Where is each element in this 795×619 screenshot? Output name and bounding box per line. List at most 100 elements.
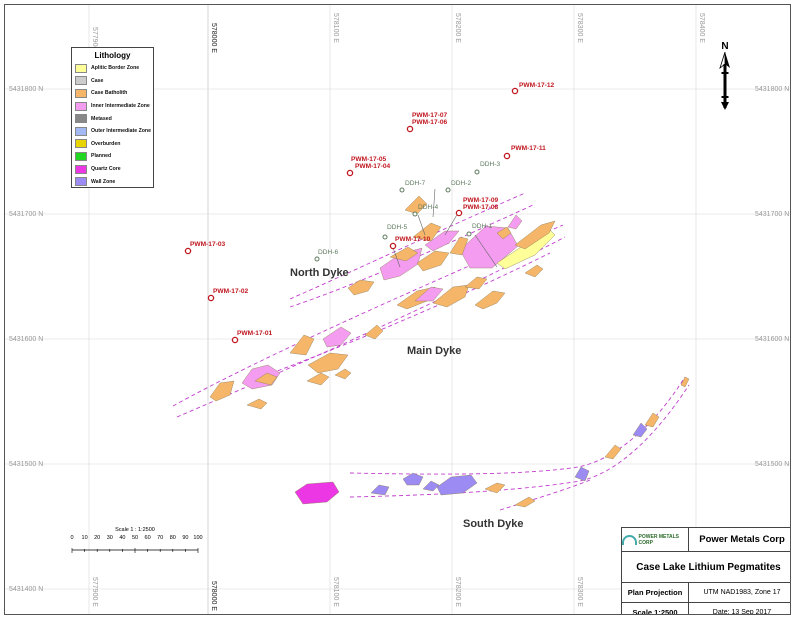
scale-tick: 10 [81, 535, 88, 541]
north-dyke-outline [289, 192, 526, 300]
drill-hole-label: PWM-17-03 [190, 241, 226, 248]
case-batholith-body [416, 250, 450, 272]
drill-hole-labels: PWM-17-12 PWM-17-07 PWM-17-06 PWM-17-11 … [190, 82, 555, 337]
case-batholith-body [412, 222, 442, 242]
ddh-label: DDH-7 [405, 180, 425, 187]
legend-label: Metased [91, 115, 112, 122]
y-label-right: 5431600 N [755, 336, 789, 343]
y-label-right: 5431700 N [755, 211, 789, 218]
scale-tick: 90 [182, 535, 189, 541]
legend-label: Case Batholith [91, 90, 128, 97]
legend-swatch [75, 126, 87, 136]
drill-hole-label: PWM-17-06 [412, 119, 448, 126]
legend-swatch [75, 101, 87, 111]
case-batholith-body [306, 372, 330, 386]
wall-zone-body [370, 484, 390, 496]
scale-tick: 60 [144, 535, 151, 541]
legend-label: Aplitic Border Zone [91, 65, 140, 72]
case-batholith-body [364, 324, 384, 340]
scale-ticks: 0 10 20 30 40 50 60 70 80 90 100 [65, 535, 205, 545]
drill-traces [391, 188, 498, 268]
legend-label: Outer Intermediate Zone [91, 128, 151, 135]
legend-item: Aplitic Border Zone [72, 62, 153, 75]
case-batholith-body [524, 264, 544, 278]
legend-swatch [75, 76, 87, 86]
case-batholith-body [496, 226, 512, 240]
case-batholith-body [246, 398, 268, 410]
scale-ruler [71, 548, 199, 553]
ddh-labels: DDH-3 DDH-7 DDH-2 DDH-4 DDH-5 DDH-1 DDH-… [318, 161, 500, 256]
x-label-top: 578300 E [576, 13, 583, 43]
legend-item: Overburden [72, 138, 153, 151]
wall-zone-body [632, 422, 648, 438]
geology-map: 577900 E 578000 E 578100 E 578200 E 5783… [5, 5, 790, 614]
wall-zone-body [574, 466, 590, 482]
drill-hole-label: PWM-17-07 [412, 112, 448, 119]
legend-swatch [75, 139, 87, 149]
case-batholith-body [289, 334, 315, 356]
case-batholith-body [484, 482, 506, 494]
drill-hole-label: PWM-17-02 [213, 288, 249, 295]
x-label-bottom: 578000 E [210, 581, 217, 611]
main-dyke-label: Main Dyke [407, 345, 461, 357]
south-dyke-outline [499, 479, 591, 511]
legend-item: Inner Intermediate Zone [72, 100, 153, 113]
drill-hole-label: PWM-17-05 [351, 156, 387, 163]
north-label: N [721, 41, 729, 52]
legend-swatch [75, 63, 87, 73]
title-block: POWER METALS CORP Power Metals Corp Case… [621, 527, 790, 614]
map-frame: 577900 E 578000 E 578100 E 578200 E 5783… [4, 4, 791, 615]
case-batholith-body [464, 276, 488, 290]
pegmatite-bodies [209, 195, 690, 508]
legend-swatch [75, 164, 87, 174]
ddh-label: DDH-1 [472, 223, 492, 230]
scale-tick: 0 [70, 535, 74, 541]
ddh-marker [412, 211, 418, 217]
company-name: Power Metals Corp [699, 534, 785, 545]
case-batholith-body [644, 412, 660, 428]
legend-label: Planned [91, 153, 112, 160]
drill-hole-marker [346, 169, 354, 177]
legend-label: Case [91, 77, 104, 84]
x-label-top: 578000 E [210, 23, 217, 53]
drill-hole-label: PWM-17-01 [237, 330, 273, 337]
drill-hole-marker [503, 152, 511, 160]
inner-intermediate-body [424, 230, 460, 252]
case-batholith-body [307, 352, 349, 374]
logo-text: POWER METALS CORP [638, 533, 680, 546]
legend-title: Lithology [94, 51, 131, 60]
north-dyke-label: North Dyke [290, 267, 349, 279]
drill-hole-marker [184, 247, 192, 255]
north-arrow: N [717, 41, 733, 111]
drill-hole-marker [455, 209, 463, 217]
drill-hole-marker [389, 242, 397, 250]
drill-hole-label: PWM-17-09 [463, 197, 499, 204]
ddh-label: DDH-4 [418, 204, 438, 211]
drill-hole-markers [184, 87, 519, 344]
legend-label: Wall Zone [91, 178, 116, 185]
scale-label: Scale 1:2500 [622, 603, 689, 614]
ddh-marker [445, 187, 451, 193]
ddh-marker [314, 256, 320, 262]
scale-tick: 40 [119, 535, 126, 541]
y-label-left: 5431500 N [9, 461, 43, 468]
y-label-left: 5431800 N [9, 86, 43, 93]
drill-hole-marker [231, 336, 239, 344]
case-batholith-body [254, 372, 278, 386]
quartz-core-body [294, 481, 340, 505]
scale-tick: 70 [157, 535, 164, 541]
legend-label: Inner Intermediate Zone [91, 103, 150, 110]
drill-hole-label: PWM-17-12 [519, 82, 555, 89]
drill-hole-label: PWM-17-08 [463, 204, 499, 211]
x-label-bottom: 578300 E [576, 577, 583, 607]
south-dyke-outline [349, 384, 690, 498]
x-label-top: 578400 E [698, 13, 705, 43]
y-label-left: 5431700 N [9, 211, 43, 218]
legend-item: Case Batholith [72, 87, 153, 100]
legend-swatch [75, 88, 87, 98]
legend-swatch [75, 177, 87, 187]
x-label-top: 578100 E [332, 13, 339, 43]
x-label-bottom: 578200 E [454, 577, 461, 607]
case-batholith-body [209, 380, 235, 402]
case-batholith-body [334, 368, 352, 380]
